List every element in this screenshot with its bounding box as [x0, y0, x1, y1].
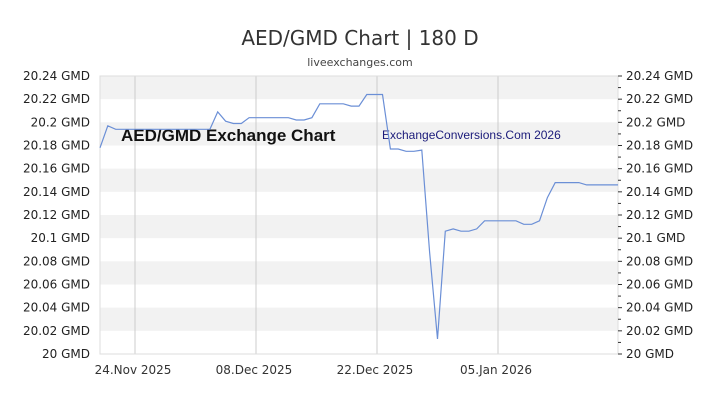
y-axis-label-left: 20.02 GMD: [23, 324, 90, 338]
y-axis-label-left: 20.04 GMD: [23, 301, 90, 315]
grid-band: [100, 261, 618, 285]
y-axis-label-left: 20.1 GMD: [31, 231, 90, 245]
x-axis-label: 05.Jan 2026: [460, 363, 532, 377]
chart-title: AED/GMD Chart | 180 D: [241, 26, 479, 50]
x-axis-label: 24.Nov 2025: [95, 363, 172, 377]
y-axis-label-left: 20.16 GMD: [23, 162, 90, 176]
chart-subtitle: liveexchanges.com: [307, 56, 413, 69]
y-axis-label-left: 20.18 GMD: [23, 139, 90, 153]
data-line: [99, 93, 618, 339]
y-axis-label-right: 20.02 GMD: [626, 324, 693, 338]
y-axis-label-right: 20.2 GMD: [626, 115, 685, 129]
y-axis-label-right: 20.1 GMD: [626, 231, 685, 245]
y-axis-label-right: 20.04 GMD: [626, 301, 693, 315]
y-axis-label-right: 20.18 GMD: [626, 139, 693, 153]
y-axis-label-right: 20.22 GMD: [626, 92, 693, 106]
grid-band: [100, 168, 618, 192]
watermark-left: AED/GMD Exchange Chart: [121, 126, 336, 145]
y-axis-label-right: 20.08 GMD: [626, 254, 693, 268]
grid-band: [100, 307, 618, 331]
grid-band: [100, 76, 618, 100]
x-axis-label: 22.Dec 2025: [337, 363, 414, 377]
y-axis-label-right: 20.12 GMD: [626, 208, 693, 222]
y-axis-label-left: 20.14 GMD: [23, 185, 90, 199]
y-axis-label-right: 20 GMD: [626, 347, 674, 361]
y-axis-label-left: 20.2 GMD: [31, 115, 90, 129]
y-axis-label-left: 20.12 GMD: [23, 208, 90, 222]
y-axis-label-left: 20.22 GMD: [23, 92, 90, 106]
y-axis-label-left: 20 GMD: [42, 347, 90, 361]
y-axis-label-left: 20.08 GMD: [23, 254, 90, 268]
y-axis-label-right: 20.14 GMD: [626, 185, 693, 199]
watermark-right: ExchangeConversions.Com 2026: [382, 128, 561, 142]
y-axis-label-left: 20.24 GMD: [23, 69, 90, 83]
y-axis-label-right: 20.16 GMD: [626, 162, 693, 176]
grid-band: [100, 122, 618, 146]
x-axis-label: 08.Dec 2025: [216, 363, 293, 377]
y-axis-label-left: 20.06 GMD: [23, 278, 90, 292]
y-axis-label-right: 20.24 GMD: [626, 69, 693, 83]
y-axis-label-right: 20.06 GMD: [626, 278, 693, 292]
